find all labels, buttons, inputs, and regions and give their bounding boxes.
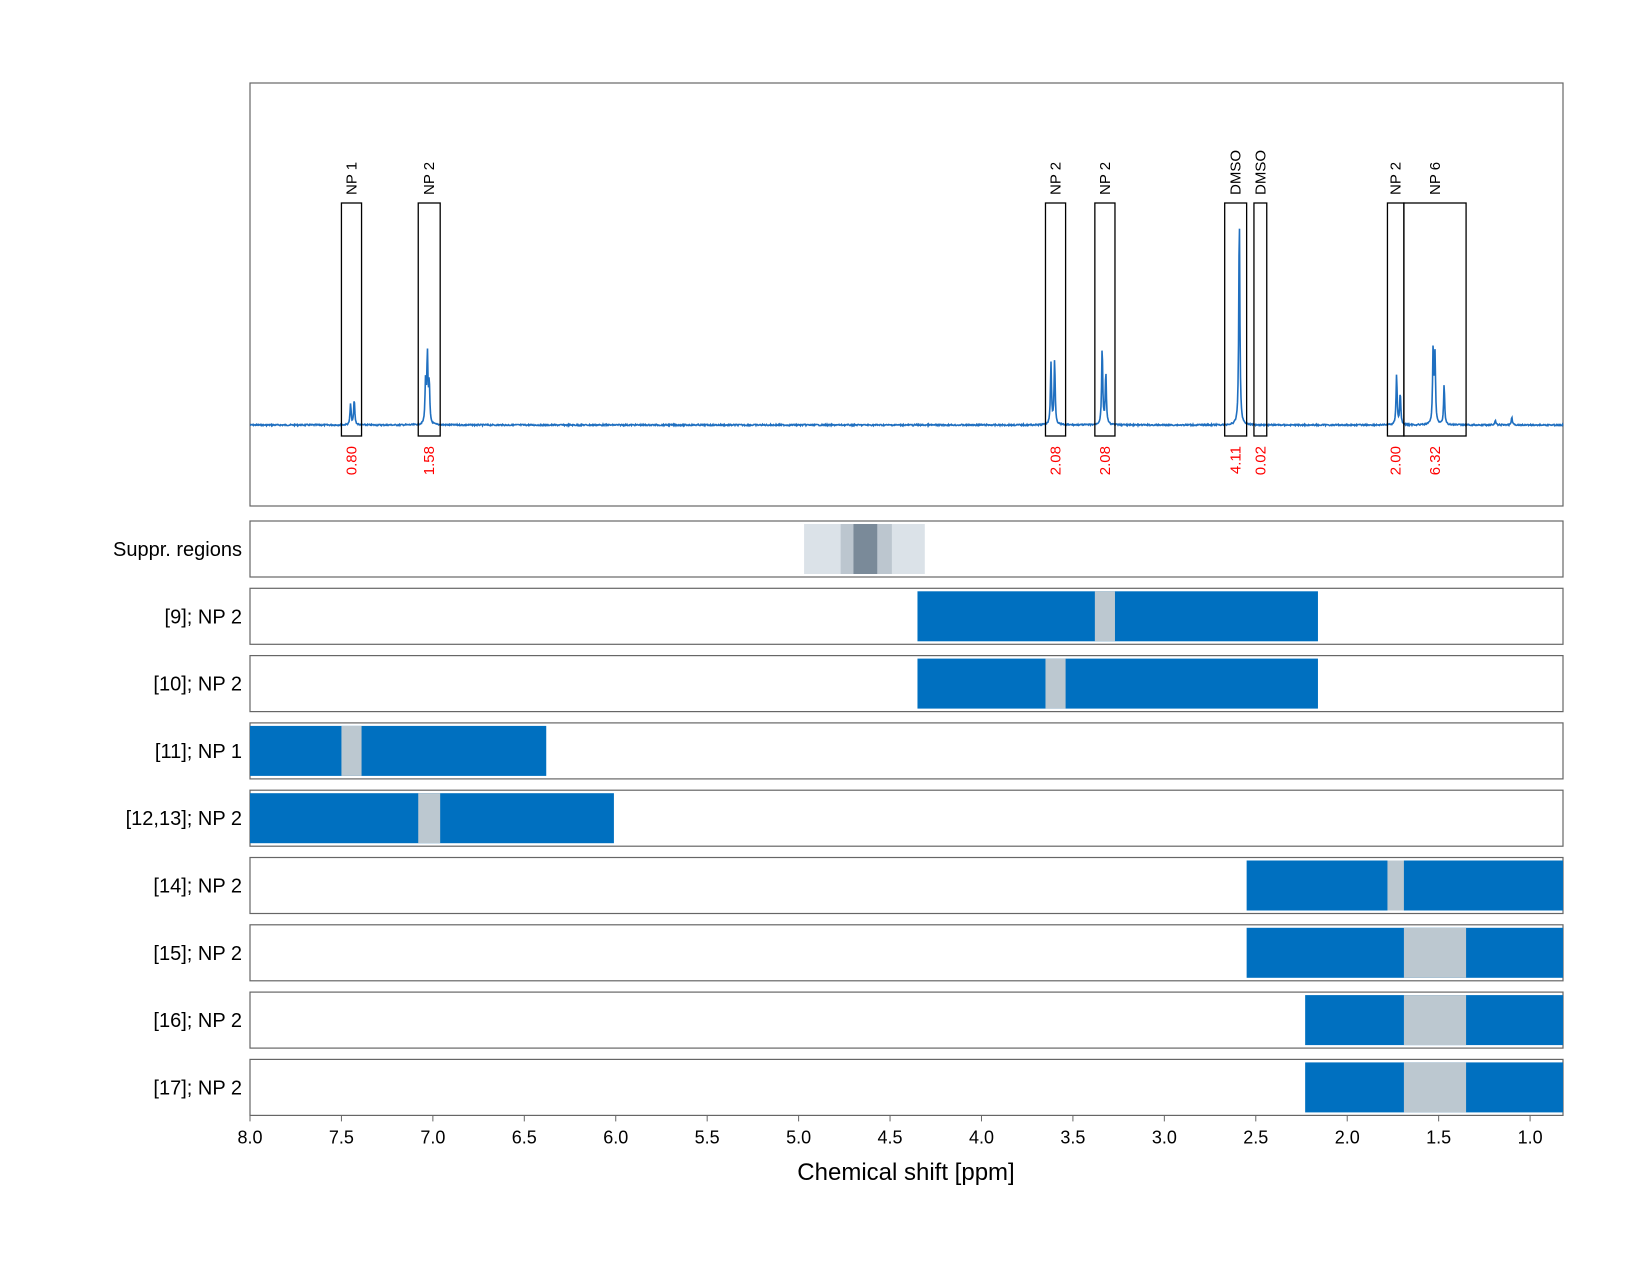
x-tick-label-10: 3.0 bbox=[1152, 1127, 1177, 1147]
x-axis: 8.0 7.5 7.0 6.5 6.0 5.5 5.0 4.5 4.0 3.5 3.0 2.5 2.0 1… bbox=[237, 1115, 1543, 1147]
integration-region-label-4: DMSO bbox=[1228, 150, 1245, 195]
integration-box-1 bbox=[417, 202, 441, 437]
row-gap-2 bbox=[341, 725, 362, 776]
integration-region-label-2: NP 2 bbox=[1048, 162, 1065, 195]
integral-value-1: 1.58 bbox=[421, 446, 438, 475]
row-label-0: [9]; NP 2 bbox=[165, 606, 242, 628]
row-bar-1 bbox=[917, 658, 1318, 709]
integration-box-0 bbox=[340, 202, 363, 437]
row-label-2: [11]; NP 1 bbox=[155, 741, 242, 763]
integral-value-6: 2.00 bbox=[1388, 446, 1405, 475]
integration-region-label-0: NP 1 bbox=[343, 162, 360, 195]
suppr-segment-2 bbox=[853, 524, 878, 574]
x-tick-label-12: 2.0 bbox=[1335, 1127, 1360, 1147]
x-axis-title: Chemical shift [ppm] bbox=[797, 1159, 1014, 1186]
integral-value-5: 0.02 bbox=[1252, 446, 1269, 475]
spectrum-frame bbox=[249, 82, 1564, 507]
x-tick-label-13: 1.5 bbox=[1426, 1127, 1451, 1147]
x-tick-label-8: 4.0 bbox=[969, 1127, 994, 1147]
row-label-4: [14]; NP 2 bbox=[153, 876, 242, 898]
integral-value-4: 4.11 bbox=[1228, 446, 1245, 474]
row-label-6: [16]; NP 2 bbox=[153, 1010, 242, 1032]
integration-box-3 bbox=[1094, 202, 1116, 437]
row-gap-6 bbox=[1403, 995, 1467, 1046]
integration-region-label-5: DMSO bbox=[1252, 150, 1269, 195]
row-gap-4 bbox=[1387, 860, 1404, 911]
integration-box-7 bbox=[1403, 202, 1467, 437]
x-tick-label-5: 5.5 bbox=[695, 1127, 720, 1147]
row-frame-1 bbox=[249, 587, 1564, 645]
x-tick-label-7: 4.5 bbox=[878, 1127, 903, 1147]
x-tick-label-14: 1.0 bbox=[1518, 1127, 1543, 1147]
row-bar-2 bbox=[250, 725, 547, 776]
integration-region-label-1: NP 2 bbox=[421, 162, 438, 195]
integration-box-4 bbox=[1224, 202, 1248, 437]
x-tick-label-0: 8.0 bbox=[237, 1127, 262, 1147]
integration-region-label-7: NP 6 bbox=[1427, 162, 1444, 195]
x-tick-label-1: 7.5 bbox=[329, 1127, 354, 1147]
x-tick-label-11: 2.5 bbox=[1243, 1127, 1268, 1147]
integration-box-5 bbox=[1253, 202, 1268, 437]
row-bar-4 bbox=[1246, 860, 1563, 911]
x-tick-label-9: 3.5 bbox=[1060, 1127, 1085, 1147]
integral-value-0: 0.80 bbox=[343, 446, 360, 475]
row-frame-2 bbox=[249, 654, 1564, 713]
spectrum-trace bbox=[249, 228, 1564, 429]
row-gap-7 bbox=[1403, 1062, 1467, 1113]
integration-box-2 bbox=[1044, 202, 1067, 437]
x-tick-label-2: 7.0 bbox=[420, 1127, 445, 1147]
row-gap-1 bbox=[1045, 658, 1066, 709]
row-gap-0 bbox=[1094, 591, 1115, 642]
integral-value-3: 2.08 bbox=[1097, 446, 1114, 475]
integration-region-label-6: NP 2 bbox=[1388, 162, 1405, 195]
assignment-rows: Suppr. regions [9]; NP 2 [10]; NP 2 [11]; N… bbox=[113, 520, 1564, 1117]
row-label-3: [12,13]; NP 2 bbox=[126, 808, 242, 830]
integral-value-2: 2.08 bbox=[1048, 446, 1065, 475]
row-label-1: [10]; NP 2 bbox=[153, 674, 242, 696]
row-label-5: [15]; NP 2 bbox=[153, 943, 242, 965]
integration-region-label-3: NP 2 bbox=[1097, 162, 1114, 195]
row-bar-0 bbox=[917, 591, 1318, 642]
x-tick-label-3: 6.5 bbox=[512, 1127, 537, 1147]
row-gap-3 bbox=[418, 793, 441, 844]
integral-value-7: 6.32 bbox=[1427, 446, 1444, 475]
spectrum-panel: NP 1 0.80 NP 2 1.58 NP 2 2.08 NP 2 2.08 DMSO 4.11… bbox=[249, 82, 1564, 507]
x-tick-label-6: 5.0 bbox=[786, 1127, 811, 1147]
row-label-suppr: Suppr. regions bbox=[113, 539, 242, 561]
x-tick-label-4: 6.0 bbox=[603, 1127, 628, 1147]
row-label-7: [17]; NP 2 bbox=[153, 1077, 242, 1099]
row-gap-5 bbox=[1403, 927, 1467, 978]
